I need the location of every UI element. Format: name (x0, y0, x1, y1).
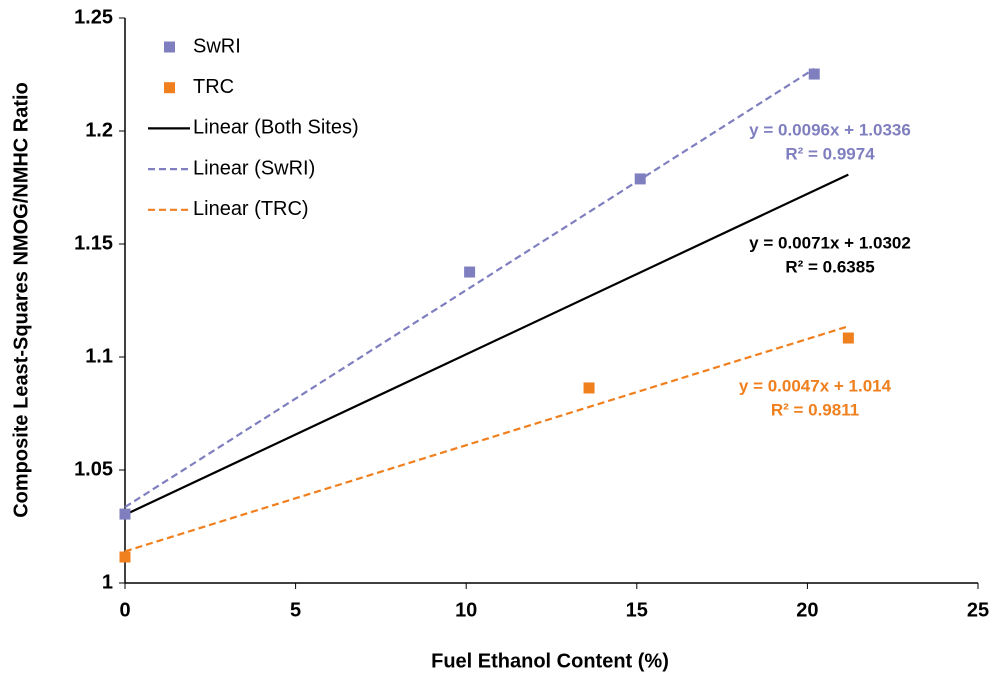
point (119, 551, 131, 563)
legend-label: Linear (SwRI) (193, 157, 315, 179)
y-tick-label: 1.1 (85, 345, 113, 367)
equation-label: R² = 0.6385 (785, 257, 874, 276)
legend-marker (164, 41, 175, 53)
point (634, 173, 646, 185)
point (842, 332, 854, 344)
y-tick-label: 1.05 (74, 458, 113, 480)
y-tick-label: 1.2 (85, 119, 113, 141)
x-tick-label: 20 (796, 599, 818, 621)
y-tick-label: 1.25 (74, 6, 113, 28)
equation-label: y = 0.0071x + 1.0302 (749, 233, 911, 252)
legend-marker (164, 82, 175, 94)
x-tick-label: 5 (290, 599, 301, 621)
point (464, 266, 476, 278)
legend-label: SwRI (193, 35, 241, 57)
y-tick-label: 1 (102, 571, 113, 593)
x-tick-label: 10 (455, 599, 477, 621)
legend-label: Linear (Both Sites) (193, 117, 359, 139)
x-tick-label: 0 (119, 599, 130, 621)
x-axis-label: Fuel Ethanol Content (%) (431, 650, 669, 672)
y-axis-label: Composite Least-Squares NMOG/NMHC Ratio (10, 82, 32, 518)
equation-label: R² = 0.9974 (785, 144, 875, 163)
equation-label: y = 0.0047x + 1.014 (739, 376, 892, 395)
legend-label: TRC (193, 76, 234, 98)
legend-label: Linear (TRC) (193, 198, 309, 220)
trend-line (124, 67, 815, 508)
y-tick-label: 1.15 (74, 232, 113, 254)
equation-label: R² = 0.9811 (771, 400, 859, 419)
point (583, 382, 595, 394)
point (808, 68, 820, 80)
equation-label: y = 0.0096x + 1.0336 (749, 120, 911, 139)
point (119, 508, 131, 520)
trend-line (124, 325, 849, 553)
trend-line (124, 173, 849, 516)
x-tick-label: 25 (967, 599, 989, 621)
x-tick-label: 15 (626, 599, 648, 621)
